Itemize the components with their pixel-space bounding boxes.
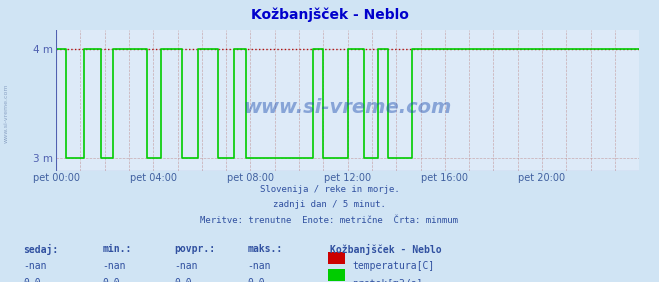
Text: sedaj:: sedaj: [23, 244, 58, 255]
Text: Kožbanjšček - Neblo: Kožbanjšček - Neblo [250, 7, 409, 21]
Text: pretok[m3/s]: pretok[m3/s] [353, 279, 423, 282]
Text: temperatura[C]: temperatura[C] [353, 261, 435, 271]
Text: -nan: -nan [247, 261, 271, 271]
Text: zadnji dan / 5 minut.: zadnji dan / 5 minut. [273, 200, 386, 209]
Text: povpr.:: povpr.: [175, 244, 215, 254]
Text: 0,0: 0,0 [23, 278, 41, 282]
Text: -nan: -nan [102, 261, 126, 271]
Text: 0,0: 0,0 [102, 278, 120, 282]
Text: www.si-vreme.com: www.si-vreme.com [243, 98, 452, 117]
Text: 0,0: 0,0 [175, 278, 192, 282]
Text: Meritve: trenutne  Enote: metrične  Črta: minmum: Meritve: trenutne Enote: metrične Črta: … [200, 216, 459, 225]
Text: Slovenija / reke in morje.: Slovenija / reke in morje. [260, 185, 399, 194]
Text: 0,0: 0,0 [247, 278, 265, 282]
Text: maks.:: maks.: [247, 244, 282, 254]
Text: www.si-vreme.com: www.si-vreme.com [4, 83, 9, 142]
Text: Kožbanjšček - Neblo: Kožbanjšček - Neblo [330, 244, 441, 255]
Text: -nan: -nan [23, 261, 47, 271]
Text: min.:: min.: [102, 244, 132, 254]
Text: -nan: -nan [175, 261, 198, 271]
